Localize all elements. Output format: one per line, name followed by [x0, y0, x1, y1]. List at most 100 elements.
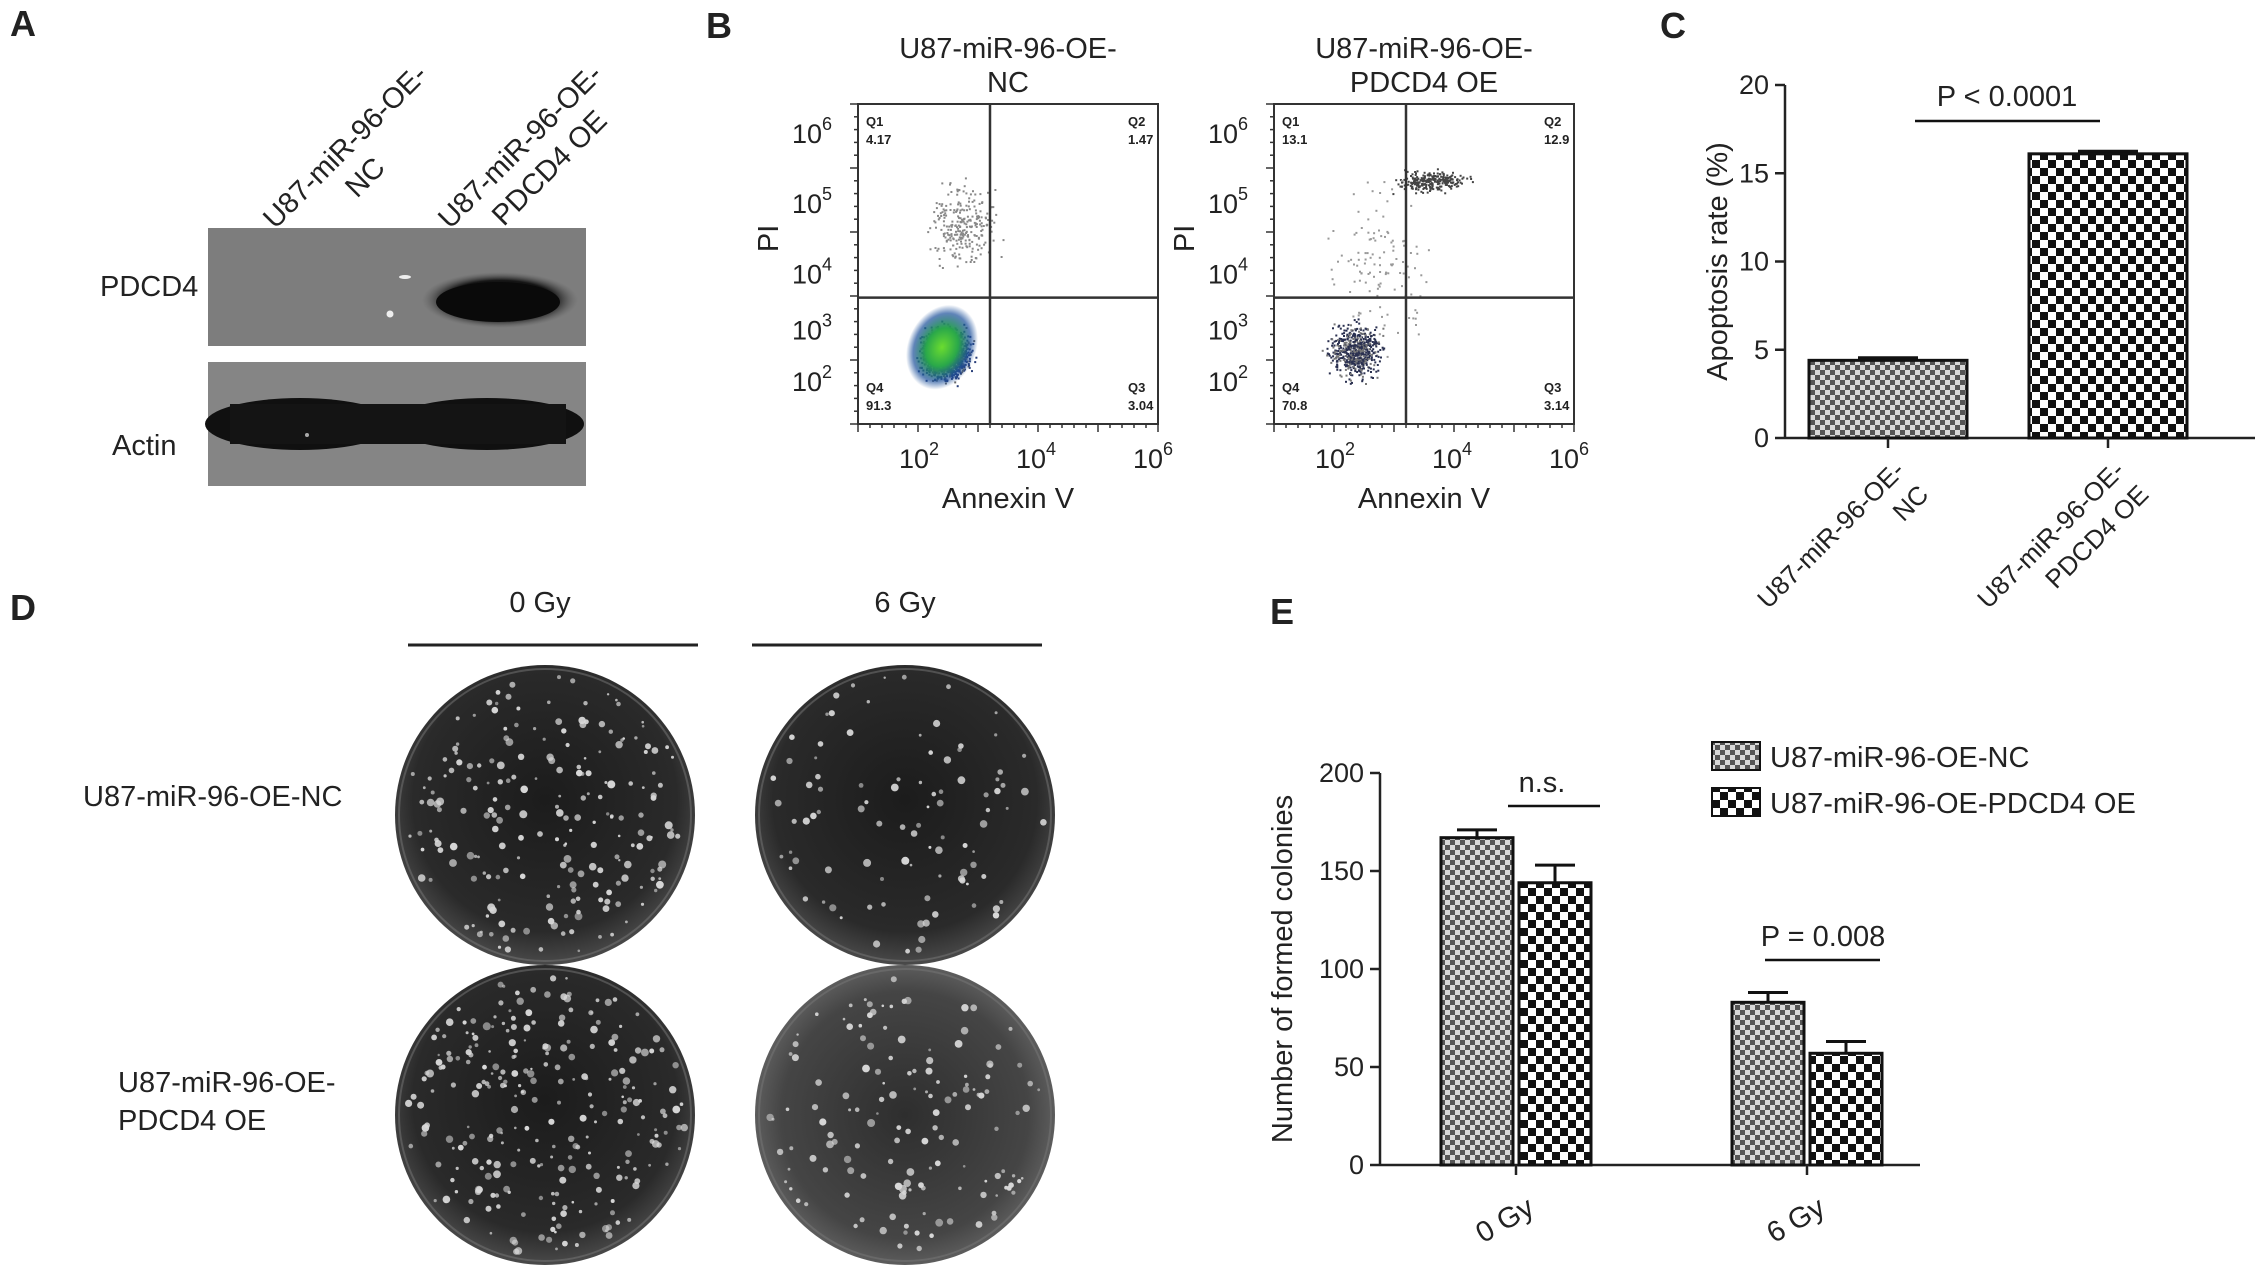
scatter-point [1343, 332, 1346, 335]
flow-plot-1: U87-miR-96-OE-NCQ14.17Q21.47Q33.04Q491.3… [753, 33, 1173, 515]
scatter-point [980, 225, 983, 228]
colony [477, 763, 482, 768]
row-label-pdcd4-line-1: U87-miR-96-OE- [118, 1067, 336, 1099]
colony [574, 814, 581, 821]
scatter-point [973, 221, 976, 224]
colony [460, 807, 467, 814]
colony [519, 873, 526, 880]
scatter-point [1399, 272, 1402, 274]
scatter-point [945, 240, 948, 243]
y-tick-label: 104 [1208, 255, 1248, 290]
scatter-point [971, 240, 974, 243]
scatter-point [948, 234, 951, 237]
scatter-point [1332, 346, 1335, 349]
colony [1021, 787, 1029, 796]
colony [881, 1004, 885, 1008]
scatter-point [1355, 352, 1358, 355]
scatter-point [1365, 351, 1368, 354]
scatter-point [1358, 352, 1360, 355]
scatter-point [966, 209, 968, 212]
colony [550, 1155, 554, 1159]
scatter-point [950, 224, 953, 227]
colony [546, 894, 551, 898]
colony [500, 1141, 504, 1145]
scatter-point [1369, 338, 1372, 341]
scatter-point [954, 224, 957, 227]
scatter-point [1345, 364, 1348, 367]
scatter-point [1446, 174, 1449, 177]
colony [495, 690, 501, 695]
colony [595, 998, 600, 1003]
scatter-point [1375, 370, 1378, 373]
scatter-point [1340, 353, 1343, 356]
scatter-point [1411, 176, 1414, 179]
scatter-point [1417, 177, 1420, 180]
scatter-point [1349, 372, 1352, 374]
scatter-point [1341, 357, 1344, 359]
scatter-point [964, 242, 967, 245]
colony [436, 807, 442, 813]
scatter-point [965, 192, 968, 195]
colony [480, 930, 483, 934]
scatter-point [965, 204, 968, 207]
scatter-point [1351, 354, 1353, 357]
scatter-point [1430, 178, 1433, 181]
colony [928, 750, 933, 755]
scatter-point [1359, 339, 1361, 342]
colony [486, 781, 490, 785]
scatter-point [1378, 256, 1381, 259]
scatter-point [974, 209, 977, 212]
y-tick-label: 100 [1319, 954, 1364, 984]
scatter-point [1361, 358, 1364, 361]
colony [448, 767, 455, 774]
scatter-point [1454, 183, 1457, 185]
scatter-point [1450, 181, 1452, 184]
scatter-point [1449, 186, 1452, 189]
colony [994, 711, 998, 715]
colony [555, 1247, 558, 1251]
scatter-point [1347, 323, 1350, 326]
colony [1037, 1088, 1041, 1092]
colony [555, 837, 559, 842]
scatter-point [1359, 346, 1362, 349]
colony [511, 1070, 519, 1077]
scatter-point [945, 214, 948, 217]
colony [431, 1034, 437, 1041]
scatter-point [1421, 177, 1424, 180]
scatter-point [1350, 324, 1352, 327]
colony [592, 881, 599, 888]
scatter-point [951, 220, 954, 223]
colony [498, 920, 506, 928]
colony [639, 885, 644, 889]
colony [570, 898, 576, 904]
scatter-point [945, 225, 948, 228]
scatter-point [955, 209, 958, 212]
colony [511, 774, 517, 780]
panel-letter-e: E [1270, 591, 1294, 632]
scatter-point [1352, 315, 1355, 318]
scatter-point [1455, 185, 1458, 188]
colony [809, 1154, 817, 1162]
colony [426, 1069, 434, 1078]
scatter-point [1359, 348, 1362, 351]
scatter-point [1364, 360, 1367, 362]
scatter-point [1369, 256, 1372, 259]
scatter-point [1370, 346, 1373, 348]
scatter-point [1415, 192, 1418, 195]
colony [889, 1004, 894, 1009]
scatter-point [1362, 338, 1365, 340]
colony [926, 1057, 934, 1065]
scatter-point [950, 191, 953, 193]
scatter-point [1437, 175, 1439, 178]
scatter-point [1347, 367, 1350, 370]
scatter-point [1364, 334, 1367, 337]
scatter-point [981, 201, 984, 204]
scatter-point [1370, 357, 1373, 360]
colony [465, 1031, 469, 1035]
scatter-point [956, 193, 959, 196]
colony [579, 1231, 586, 1239]
bar [1439, 836, 1515, 1167]
scatter-point [1410, 204, 1413, 207]
scatter-point [1345, 341, 1348, 344]
colony [876, 1112, 879, 1115]
